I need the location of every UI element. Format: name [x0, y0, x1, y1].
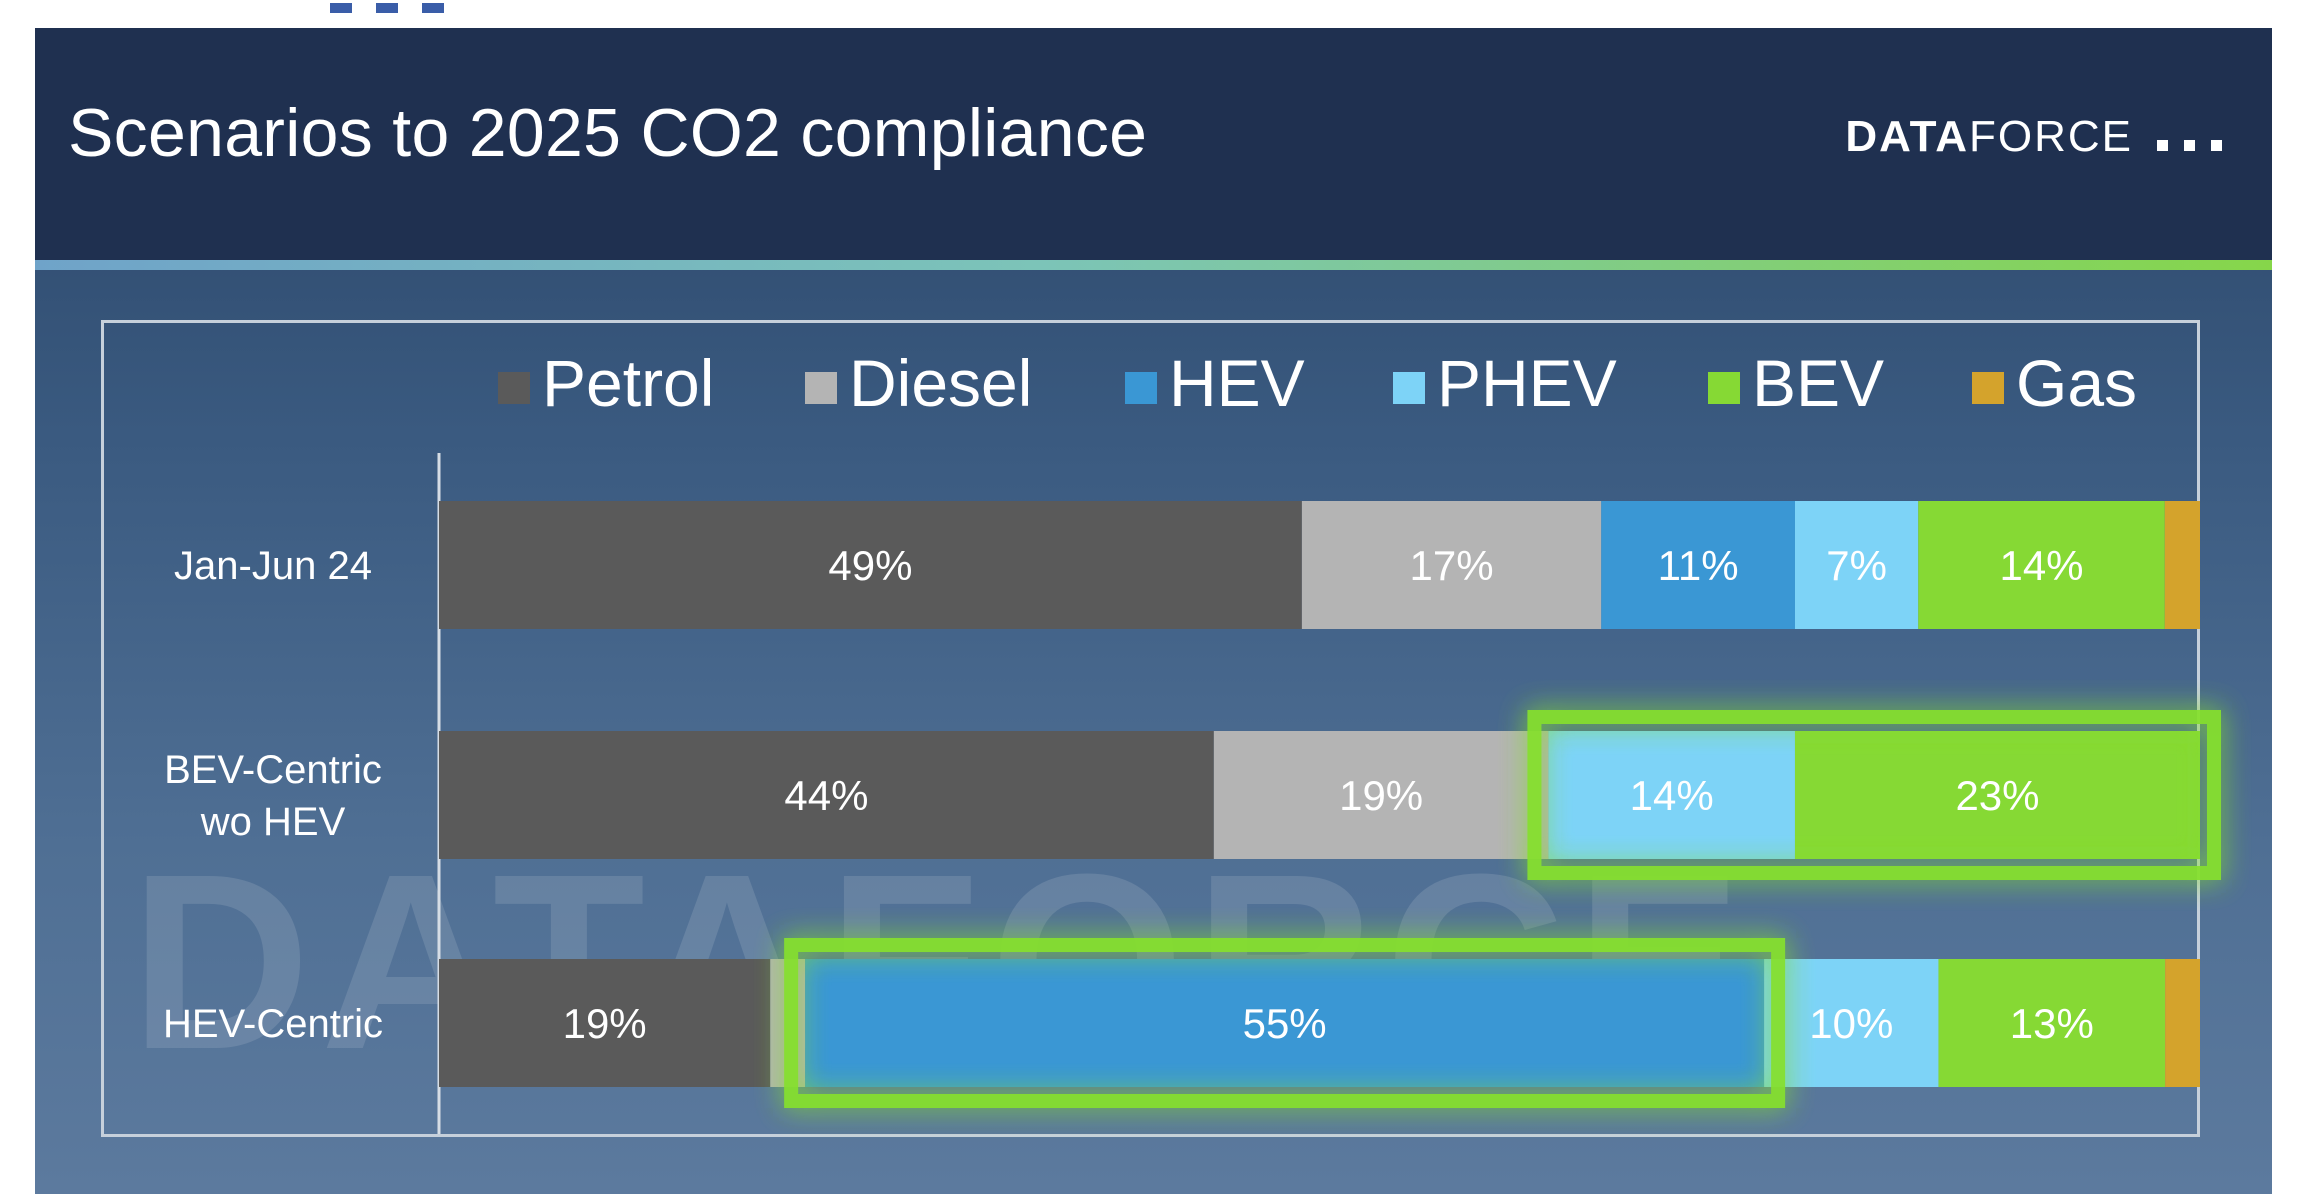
category-label-bev-centric-wo-hev-line-1: BEV-Centric: [164, 748, 382, 792]
accent-line: [35, 260, 2272, 270]
bar-bev-centric-wo-hev-diesel: [1213, 731, 1549, 859]
legend-label-gas: Gas: [2016, 346, 2137, 420]
data-label-jan-jun-24-bev: 14%: [1999, 542, 2083, 589]
category-label-hev-centric: HEV-Centric: [163, 1002, 383, 1046]
data-label-hev-centric-hev: 55%: [1243, 1000, 1327, 1047]
bar-bev-centric-wo-hev-bev: [1794, 731, 2200, 859]
legend-swatch-bev: [1708, 372, 1740, 404]
bar-bev-centric-wo-hev-petrol: [439, 731, 1214, 859]
bar-hev-centric-petrol: [439, 959, 771, 1087]
legend-swatch-hev: [1125, 372, 1157, 404]
logo-light-text: FORCE: [1969, 112, 2133, 161]
bar-hev-centric-phev: [1764, 959, 1939, 1087]
bar-jan-jun-24-diesel: [1301, 501, 1602, 629]
legend-label-bev: BEV: [1752, 346, 1884, 420]
bar-hev-centric-gas: [2165, 959, 2200, 1087]
legend-swatch-petrol: [498, 372, 530, 404]
chart-frame: [101, 320, 2200, 1137]
bar-jan-jun-24-hev: [1601, 501, 1795, 629]
dataforce-logo: DATAFORCE: [1845, 112, 2222, 162]
data-label-bev-centric-wo-hev-bev: 23%: [1955, 772, 2039, 819]
legend-label-phev: PHEV: [1437, 346, 1617, 420]
logo-bold-text: DATA: [1845, 112, 1969, 161]
top-fragment: [330, 0, 550, 13]
data-label-bev-centric-wo-hev-petrol: 44%: [784, 772, 868, 819]
slide: Scenarios to 2025 CO2 compliance DATAFOR…: [35, 28, 2272, 1194]
data-label-bev-centric-wo-hev-diesel: 19%: [1339, 772, 1423, 819]
category-label-bev-centric-wo-hev-line-2: wo HEV: [200, 800, 346, 844]
bar-hev-centric-hev: [805, 959, 1765, 1087]
data-label-hev-centric-petrol: 19%: [563, 1000, 647, 1047]
data-label-jan-jun-24-petrol: 49%: [828, 542, 912, 589]
bar-jan-jun-24-phev: [1794, 501, 1919, 629]
legend-swatch-phev: [1393, 372, 1425, 404]
legend-label-hev: HEV: [1169, 346, 1305, 420]
bar-jan-jun-24-gas: [2164, 501, 2200, 629]
highlight-box-hev-centric: [784, 938, 1786, 1108]
data-label-jan-jun-24-hev: 11%: [1658, 542, 1739, 589]
legend-swatch-diesel: [805, 372, 837, 404]
stacked-bar-chart: Petrol Diesel HEV PHEV BEV Gas 49% 17% 11% 7% 14% J…: [163, 346, 2222, 1134]
data-label-jan-jun-24-diesel: 17%: [1410, 542, 1494, 589]
legend-swatch-gas: [1972, 372, 2004, 404]
category-label-jan-jun-24: Jan-Jun 24: [174, 544, 372, 588]
highlight-box-bev-centric-wo-hev: [1527, 710, 2222, 880]
bar-bev-centric-wo-hev-phev: [1548, 731, 1795, 859]
data-label-jan-jun-24-phev: 7%: [1826, 542, 1887, 589]
legend-label-diesel: Diesel: [849, 346, 1032, 420]
data-label-hev-centric-phev: 10%: [1809, 1000, 1893, 1047]
slide-title: Scenarios to 2025 CO2 compliance: [68, 95, 1148, 171]
data-label-bev-centric-wo-hev-phev: 14%: [1630, 772, 1714, 819]
legend-label-petrol: Petrol: [542, 346, 714, 420]
logo-dots: [2141, 112, 2222, 162]
data-label-hev-centric-bev: 13%: [2010, 1000, 2094, 1047]
bar-jan-jun-24-bev: [1918, 501, 2165, 629]
bar-jan-jun-24-petrol: [439, 501, 1302, 629]
slide-header: Scenarios to 2025 CO2 compliance DATAFOR…: [35, 28, 2272, 260]
bar-hev-centric-bev: [1938, 959, 2166, 1087]
